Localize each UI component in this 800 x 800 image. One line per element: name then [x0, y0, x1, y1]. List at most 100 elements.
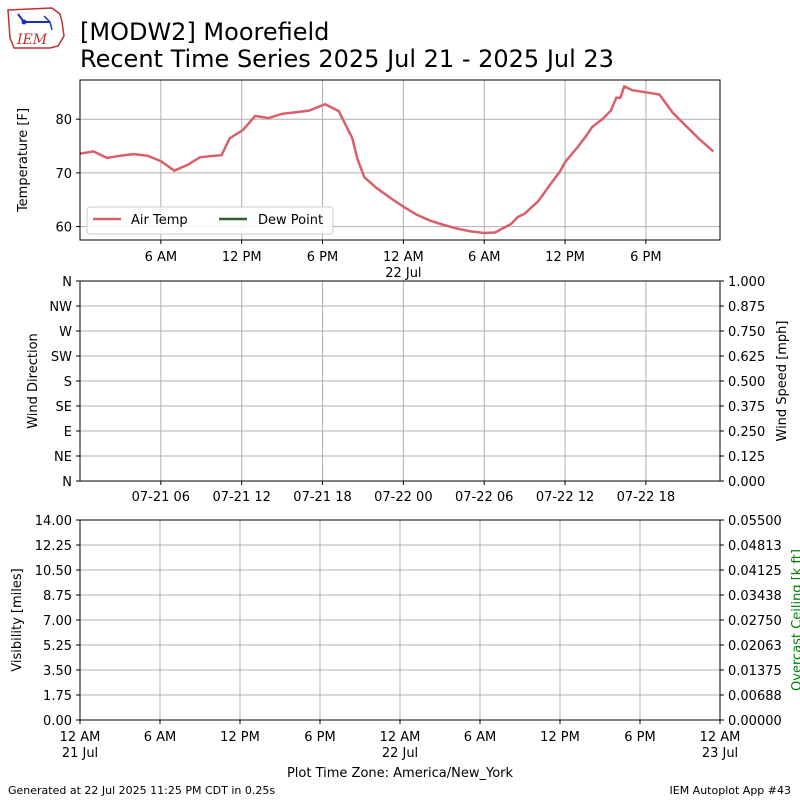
wind-x-tick-label: 07-21 06 [132, 490, 190, 505]
air-temp-line [79, 84, 715, 235]
logo-arrow-icon [43, 15, 51, 23]
wind-direction-tick-label: SE [56, 400, 72, 415]
temperature-plot-frame [79, 79, 721, 241]
wind-speed-tick-label: 0.625 [728, 350, 765, 365]
temperature-x-tick-label: 12 AM [383, 250, 424, 265]
visibility-x-tick-sublabel: 21 Jul [62, 746, 98, 761]
wind-x-tick-label: 07-22 18 [617, 490, 675, 505]
ceiling-tick-label: 0.01375 [728, 664, 782, 679]
legend-air-temp-label: Air Temp [131, 213, 188, 228]
temperature-x-tick-label: 6 AM [145, 250, 178, 265]
wind-direction-tick-label: SW [51, 350, 72, 365]
wind-direction-tick-label: W [59, 325, 72, 340]
visibility-tick-label: 1.75 [43, 689, 72, 704]
app-id: IEM Autoplot App #43 [670, 784, 792, 797]
wind-speed-ticks: 0.000 0.125 0.250 0.375 0.500 0.625 0.750 0.875… [720, 275, 765, 490]
visibility-x-tick-label: 12 AM [700, 730, 741, 745]
wind-x-ticks: 07-21 06 07-21 12 07-21 18 07-22 00 07-22 06… [132, 481, 675, 505]
visibility-x-tick-sublabel: 22 Jul [382, 746, 418, 761]
ceiling-tick-label: 0.02750 [728, 614, 782, 629]
temperature-x-tick-label: 6 PM [630, 250, 661, 265]
temperature-y-tick-label: 80 [55, 113, 72, 128]
visibility-x-tick-label: 12 PM [220, 730, 260, 745]
ceiling-tick-label: 0.00688 [728, 689, 782, 704]
wind-x-tick-label: 07-21 18 [293, 490, 351, 505]
iem-logo: IEM [7, 7, 65, 49]
wind-direction-tick-label: NW [49, 300, 72, 315]
visibility-x-tick-label: 12 AM [60, 730, 101, 745]
ceiling-tick-label: 0.00000 [728, 714, 782, 729]
visibility-x-tick-label: 6 AM [464, 730, 497, 745]
temperature-x-tick-label: 12 PM [545, 250, 585, 265]
temperature-x-tick-label: 6 PM [307, 250, 338, 265]
visibility-tick-label: 7.00 [43, 614, 72, 629]
wind-direction-label: Wind Direction [26, 333, 41, 429]
wind-direction-tick-label: S [64, 375, 72, 390]
legend-box [86, 206, 334, 235]
wind-direction-tick-label: NE [54, 450, 72, 465]
wind-speed-label: Wind Speed [mph] [775, 321, 790, 442]
wind-speed-tick-label: 0.375 [728, 400, 765, 415]
chart-title-line1: [MODW2] Moorefield [80, 18, 329, 46]
wind-speed-tick-label: 0.250 [728, 425, 765, 440]
temperature-y-ticks: 60 70 80 [55, 113, 80, 236]
logo-text: IEM [16, 32, 48, 48]
ceiling-tick-label: 0.04813 [728, 539, 782, 554]
wind-gridlines [80, 280, 720, 482]
visibility-x-tick-sublabel: 23 Jul [702, 746, 738, 761]
visibility-x-tick-label: 6 AM [144, 730, 177, 745]
wind-x-tick-label: 07-22 00 [374, 490, 432, 505]
temperature-y-tick-label: 60 [55, 221, 72, 236]
visibility-tick-label: 10.50 [35, 564, 72, 579]
visibility-y-label: Visibility [miles] [10, 568, 25, 671]
logo-station-dot-icon [21, 19, 27, 25]
temperature-legend[interactable]: Air Temp Dew Point [86, 206, 334, 235]
generated-timestamp: Generated at 22 Jul 2025 11:25 PM CDT in… [8, 784, 275, 797]
ceiling-ticks: 0.00000 0.00688 0.01375 0.02063 0.02750 0.034… [720, 514, 782, 729]
temperature-y-tick-label: 70 [55, 167, 72, 182]
wind-x-tick-label: 07-22 06 [455, 490, 513, 505]
visibility-x-tick-label: 12 AM [380, 730, 421, 745]
wind-speed-tick-label: 0.000 [728, 475, 765, 490]
wind-speed-tick-label: 0.500 [728, 375, 765, 390]
ceiling-tick-label: 0.05500 [728, 514, 782, 529]
visibility-x-tick-label: 6 PM [624, 730, 655, 745]
visibility-panel: 0.001.753.505.257.008.7510.5012.2514.00 … [10, 514, 800, 781]
wind-x-tick-label: 07-21 12 [212, 490, 270, 505]
wind-direction-tick-label: E [64, 425, 72, 440]
visibility-gridlines [79, 519, 721, 721]
visibility-x-tick-label: 6 PM [304, 730, 335, 745]
visibility-tick-label: 3.50 [43, 664, 72, 679]
temperature-y-label: Temperature [F] [16, 108, 31, 213]
wind-direction-tick-label: N [62, 275, 72, 290]
temperature-x-tick-label: 12 PM [222, 250, 262, 265]
chart-title-line2: Recent Time Series 2025 Jul 21 - 2025 Ju… [80, 45, 614, 73]
visibility-x-tick-label: 12 PM [540, 730, 580, 745]
temperature-x-tick-sublabel: 22 Jul [385, 266, 421, 281]
ceiling-tick-label: 0.02063 [728, 639, 782, 654]
wind-direction-tick-label: N [62, 475, 72, 490]
visibility-ticks: 0.00 1.75 3.50 5.25 7.00 8.75 10.50 12.25 14.00 [35, 514, 80, 729]
ceiling-y-label: Overcast Ceiling [k ft] [790, 549, 800, 691]
wind-speed-tick-label: 0.125 [728, 450, 765, 465]
visibility-tick-label: 14.00 [35, 514, 72, 529]
wind-direction-ticks: N NE E SE S SW W NW N [49, 275, 80, 490]
visibility-tick-label: 8.75 [43, 589, 72, 604]
wind-speed-tick-label: 0.750 [728, 325, 765, 340]
logo-arrow-tail-icon [49, 21, 53, 31]
visibility-tick-label: 0.00 [43, 714, 72, 729]
wind-speed-tick-label: 1.000 [728, 275, 765, 290]
x-axis-label: Plot Time Zone: America/New_York [287, 766, 514, 781]
ceiling-tick-label: 0.03438 [728, 589, 782, 604]
temperature-x-tick-label: 6 AM [468, 250, 501, 265]
visibility-tick-label: 5.25 [43, 639, 72, 654]
legend-dew-point-label: Dew Point [258, 213, 323, 228]
wind-panel: N NE E SE S SW W NW N 0.000 0.125 0.250 0.375 0.500 0… [26, 275, 790, 505]
ceiling-tick-label: 0.04125 [728, 564, 782, 579]
visibility-tick-label: 12.25 [35, 539, 72, 554]
wind-x-tick-label: 07-22 12 [536, 490, 594, 505]
